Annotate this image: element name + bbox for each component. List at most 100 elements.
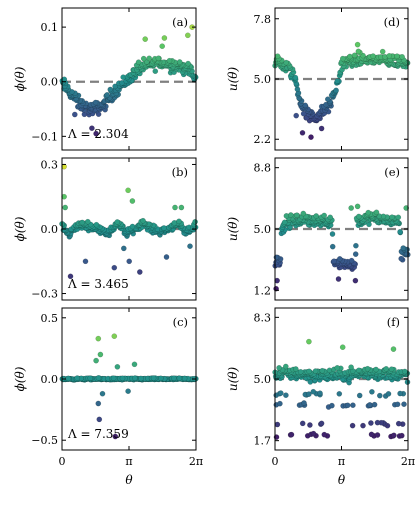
data-point [114,219,121,225]
data-point [397,228,403,235]
data-point [92,99,99,106]
data-point [142,36,148,42]
data-point [297,368,304,375]
x-tick-label: 0 [272,455,279,468]
data-point [129,198,136,204]
data-point [313,213,320,219]
data-point [132,375,138,381]
data-point [385,390,392,397]
y-axis-label: ϕ(θ) [13,66,27,91]
data-point [308,134,314,140]
data-point [187,243,193,249]
data-point [327,214,334,221]
data-point [114,363,121,370]
data-point [178,204,185,211]
data-point [140,217,146,224]
y-tick-label: 5.0 [254,223,272,236]
data-point [307,422,313,428]
data-point [350,402,356,409]
data-point [368,431,375,438]
y-tick-label: 8.3 [254,311,272,324]
data-point [401,401,407,408]
data-point [336,256,343,262]
data-point [324,96,331,102]
data-point [334,78,341,84]
data-point [386,53,393,59]
data-point [159,43,165,50]
panel-label: (e) [384,165,400,179]
panel-b: −0.3 0.0 0.3 ϕ(θ) (b) Λ = 3.465 [13,157,199,301]
data-point [394,401,401,408]
panel-label: (a) [172,15,188,29]
data-point [96,416,103,423]
data-point [310,430,317,437]
data-point [288,431,295,438]
y-tick-label: 8.8 [254,162,272,175]
panel-f: 1.7 5.0 8.3 0 π 2π u(θ) θ (f) [226,307,415,487]
data-point [370,53,376,59]
y-tick-label: 0.0 [41,76,59,89]
data-point [329,243,336,250]
data-point [146,55,152,62]
y-axis-label: u(θ) [226,367,240,392]
data-point [399,54,405,60]
data-point [138,375,144,382]
data-point [126,258,132,265]
data-point [299,129,306,136]
data-point [131,361,138,368]
lambda-annotation: Λ = 2.304 [67,127,129,141]
x-tick-label: π [125,455,132,468]
y-axis-label: ϕ(θ) [13,216,27,241]
panel-label: (b) [172,165,188,179]
y-tick-label: 0.1 [41,21,59,34]
data-point [163,254,170,260]
data-point [395,214,402,221]
data-point [95,400,102,407]
data-point [364,365,371,372]
panel-label: (f) [387,315,400,329]
data-point [318,420,325,427]
data-point [300,210,307,217]
data-point [155,55,162,62]
y-axis-label: u(θ) [226,67,240,92]
x-tick-label: 2π [189,455,203,468]
data-point [400,245,407,251]
data-point [104,92,110,98]
data-point [85,218,91,225]
data-point [348,205,355,211]
data-point [72,111,78,118]
data-point [391,432,397,439]
data-point [274,53,281,60]
y-tick-label: 0.0 [41,373,59,386]
data-point [93,221,100,228]
data-point [318,125,325,132]
data-point [125,388,131,395]
data-point [119,375,126,382]
data-point [389,214,395,220]
lambda-annotation: Λ = 3.465 [67,277,129,291]
y-tick-label: −0.5 [31,434,58,447]
data-point [93,130,99,137]
data-point [383,365,390,372]
data-point [348,257,355,264]
data-point [161,35,168,41]
data-point [397,390,403,397]
data-point [355,48,362,55]
data-point [333,87,339,94]
data-point [293,112,300,119]
data-point [97,351,104,358]
data-point [349,422,356,429]
data-point [344,402,351,409]
y-tick-label: 7.8 [254,13,272,26]
data-point [277,400,283,407]
data-point [379,48,386,55]
data-point [112,433,119,440]
data-point [82,258,89,265]
data-point [176,375,183,382]
lambda-annotation: Λ = 7.359 [67,427,129,441]
data-point [398,432,405,439]
data-point [329,231,336,237]
data-point [192,218,198,225]
panel-c: −0.5 0.0 0.5 0 π 2π ϕ(θ) θ (c) Λ = 7.359 [13,307,203,487]
data-point [329,402,335,409]
